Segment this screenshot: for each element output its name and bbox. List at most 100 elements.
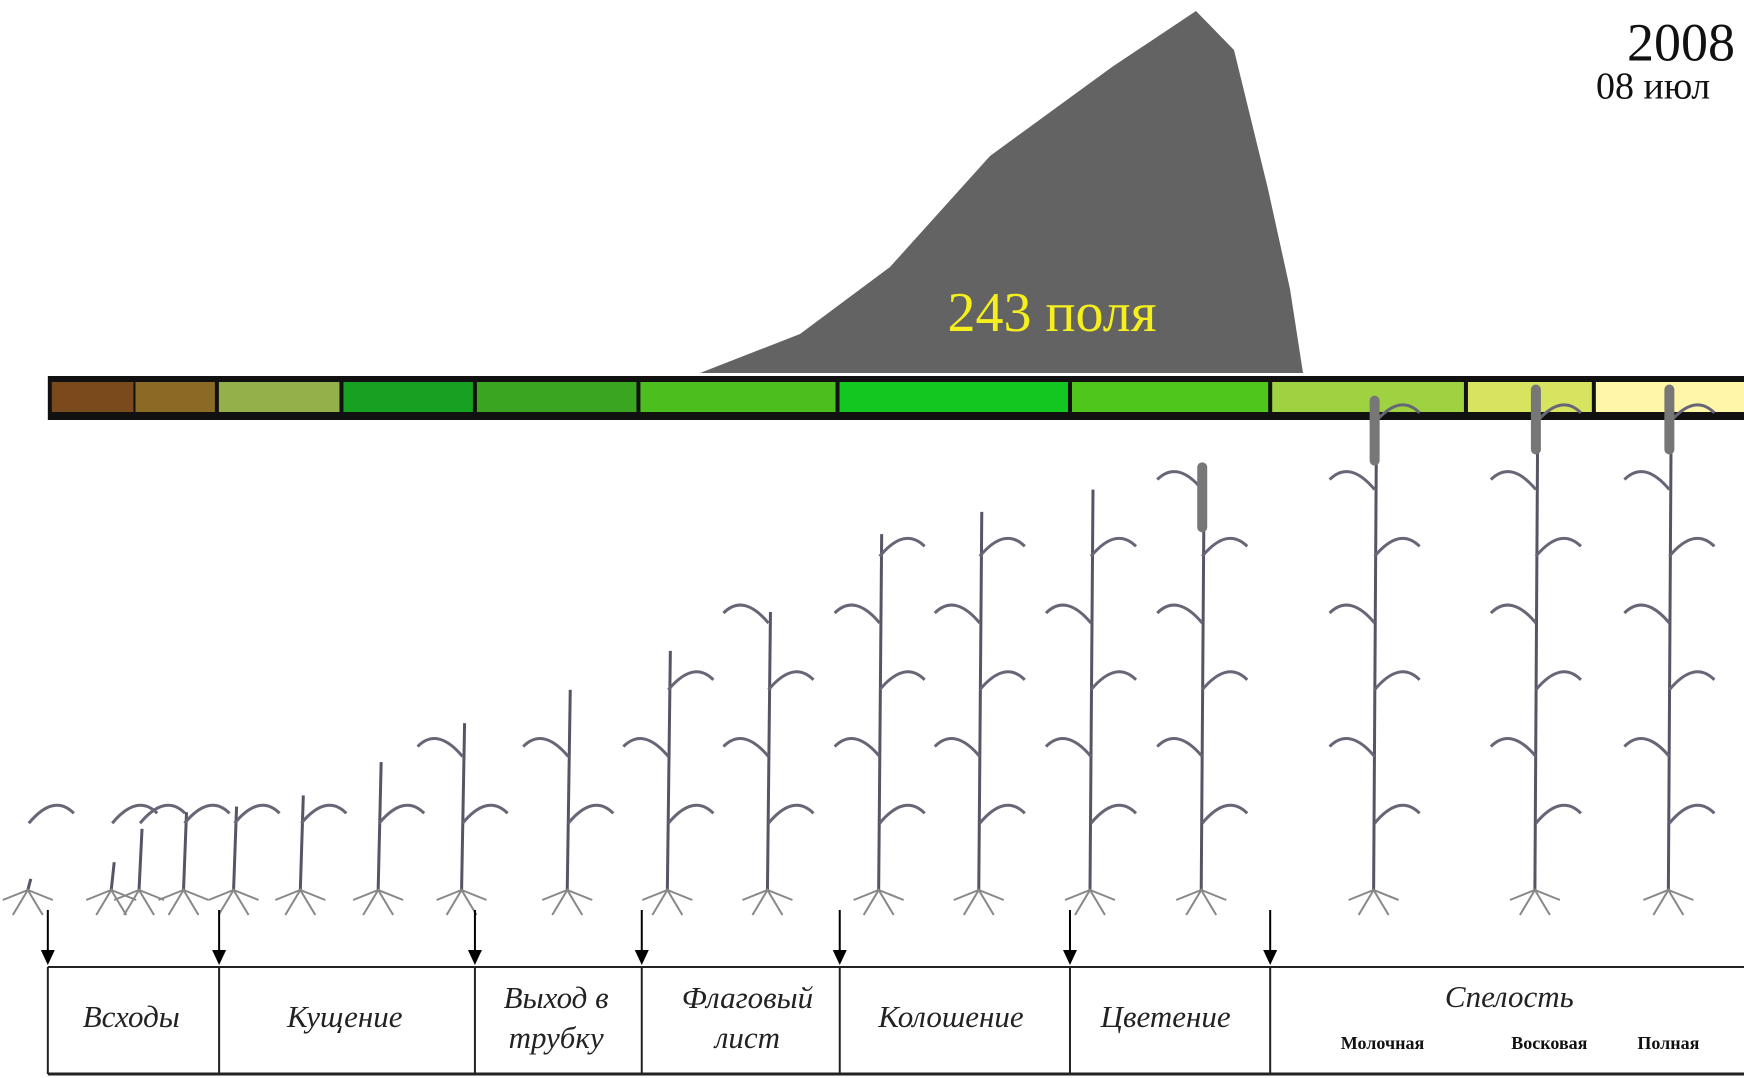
- plant-stem: [1666, 389, 1673, 891]
- plant-leaf: [378, 803, 426, 825]
- plant-leaf: [622, 737, 670, 758]
- plant-leaf: [878, 803, 926, 825]
- plant-leaf: [1623, 470, 1671, 491]
- year: 2008: [1627, 12, 1735, 72]
- plant-leaf: [183, 803, 231, 825]
- plant-ear: [1197, 462, 1208, 533]
- plant-stem: [109, 862, 116, 891]
- plant-leaf: [767, 803, 815, 825]
- plant-stem: [182, 812, 189, 891]
- plant-leaf: [933, 737, 981, 758]
- stage-label: Выход в: [504, 980, 609, 1015]
- plant-stem: [376, 762, 383, 891]
- plant-leaf: [833, 603, 881, 625]
- plant-leaf: [1373, 536, 1421, 558]
- plant-leaf: [978, 670, 1026, 691]
- plant-leaf: [1489, 737, 1538, 758]
- plant-roots: [158, 888, 209, 916]
- plant-leaf: [722, 603, 770, 625]
- color-scale: [47, 376, 1744, 420]
- plant-roots: [1348, 888, 1399, 916]
- plant-roots: [208, 888, 259, 916]
- plant-stem: [1533, 389, 1540, 891]
- plant-leaf: [1668, 536, 1716, 558]
- plant-leaf: [667, 670, 715, 691]
- plant-leaf: [233, 803, 281, 825]
- plant-leaf: [1156, 603, 1204, 625]
- arrow-head: [1263, 950, 1278, 965]
- stage-label: Флаговый: [682, 980, 814, 1015]
- plant-stem: [977, 511, 984, 891]
- plant-leaf: [1328, 470, 1376, 491]
- plant-leaf: [1534, 670, 1582, 691]
- plant-stem: [877, 534, 884, 891]
- plant-leaf: [978, 803, 1026, 825]
- plant-leaf: [138, 803, 187, 825]
- plant-roots: [113, 888, 165, 916]
- substage-label: Полная: [1637, 1033, 1699, 1053]
- plant-leaf: [1156, 737, 1204, 758]
- stage-label: Всходы: [83, 999, 180, 1034]
- plant-leaf: [1201, 803, 1249, 825]
- stage-table: Всходы Кущение Выход в трубку Флаговый лист Ко…: [40, 910, 1744, 1076]
- plant-roots: [1175, 888, 1227, 916]
- plant-leaf: [1668, 803, 1716, 825]
- plants: [2, 384, 1716, 916]
- date: 08 июл: [1596, 66, 1710, 108]
- plant-roots: [641, 888, 693, 916]
- stage-label: Цветение: [1100, 999, 1231, 1034]
- plant-roots: [953, 888, 1005, 916]
- plant-leaf: [1089, 670, 1138, 691]
- bar-segment: [51, 382, 134, 412]
- plant-leaf: [978, 536, 1026, 558]
- plant-leaf: [722, 737, 770, 758]
- plant-stem: [1199, 467, 1206, 891]
- plant-ear: [1530, 384, 1541, 455]
- field-count: 243 поля: [948, 282, 1157, 344]
- plant-leaf: [27, 803, 75, 825]
- plant-leaf: [300, 803, 348, 825]
- substage-label: Восковая: [1511, 1033, 1587, 1053]
- plant-leaf: [1201, 670, 1249, 691]
- arrow-head: [832, 950, 847, 965]
- distribution-shape: [700, 11, 1303, 373]
- plant-leaf: [1089, 803, 1138, 825]
- arrow-head: [1062, 950, 1077, 965]
- bar-segment: [218, 382, 340, 412]
- plant-leaf: [1328, 737, 1376, 758]
- plant-leaf: [1623, 603, 1671, 625]
- bar-segment: [135, 382, 215, 412]
- bar-segment: [476, 382, 637, 412]
- plant-leaf: [833, 737, 881, 758]
- plant-stem: [232, 806, 239, 891]
- plant-stem: [665, 650, 672, 891]
- plant-stem: [26, 878, 33, 891]
- plant-leaf: [461, 803, 509, 825]
- plant-roots: [352, 888, 404, 916]
- arrow-head: [634, 950, 649, 965]
- substage-label: Молочная: [1341, 1033, 1425, 1053]
- plant-stem: [565, 689, 572, 891]
- plant-stem: [765, 611, 772, 891]
- plant-roots: [1064, 888, 1116, 916]
- bar-segment: [343, 382, 473, 412]
- bar-segment: [1071, 382, 1269, 412]
- bar-segment: [640, 382, 836, 412]
- plant-roots: [85, 888, 137, 916]
- plant-leaf: [1156, 470, 1204, 491]
- plant-leaf: [767, 670, 815, 691]
- plant-roots: [742, 888, 793, 916]
- plant-leaf: [567, 803, 615, 825]
- bar-segment: [839, 382, 1068, 412]
- plant-leaf: [1044, 603, 1093, 625]
- plant-leaf: [416, 737, 464, 758]
- plant-leaf: [933, 603, 981, 625]
- plant-roots: [436, 888, 487, 916]
- plant-leaf: [1623, 737, 1671, 758]
- plant-roots: [853, 888, 905, 916]
- plant-roots: [1642, 888, 1694, 916]
- plant-leaf: [1668, 670, 1716, 691]
- plant-roots: [541, 888, 593, 916]
- plant-stem: [137, 828, 144, 891]
- plant-leaf: [878, 670, 926, 691]
